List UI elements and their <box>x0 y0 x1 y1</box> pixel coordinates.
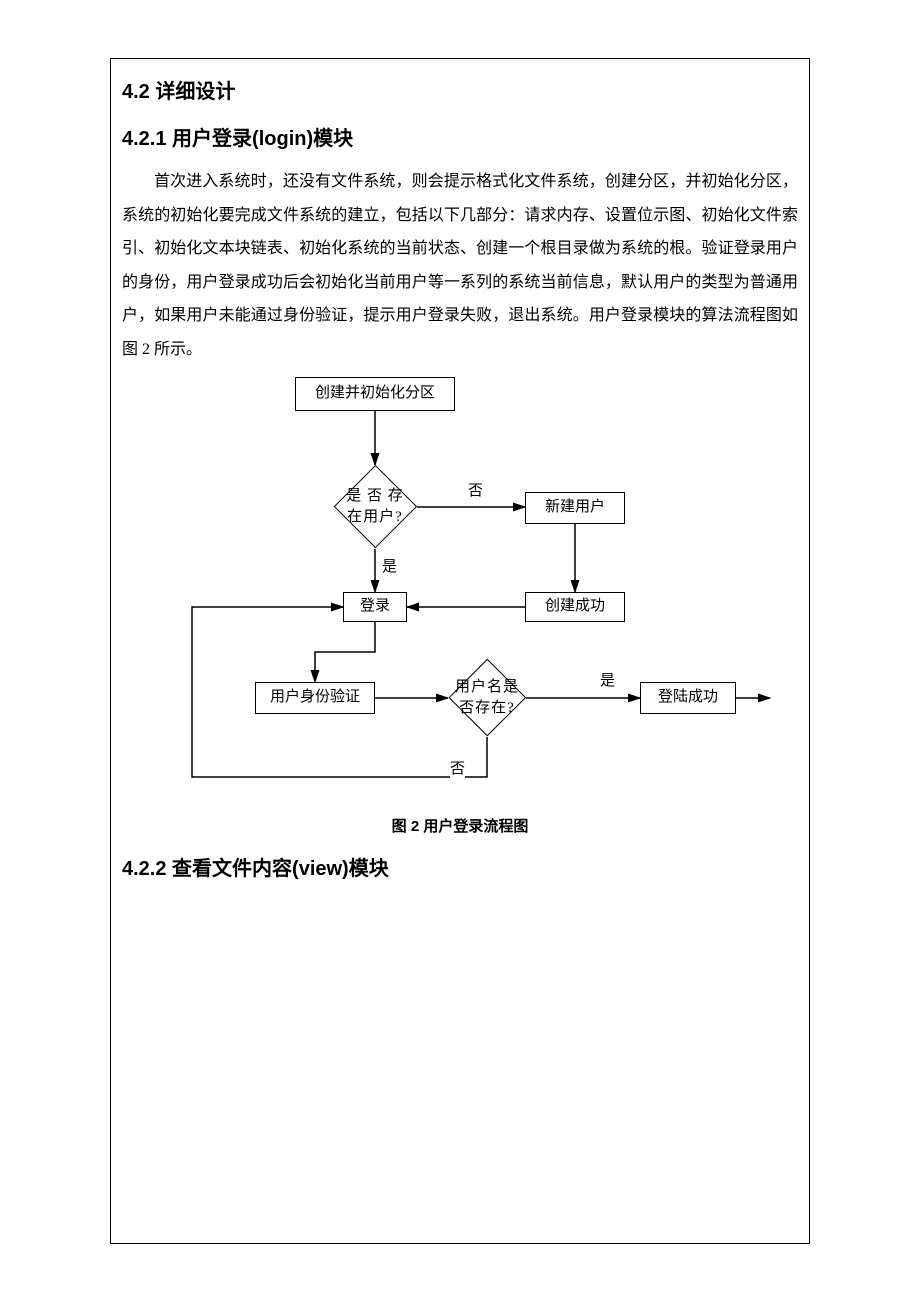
paragraph-login-desc: 首次进入系统时，还没有文件系统，则会提示格式化文件系统，创建分区，并初始化分区，… <box>122 165 798 367</box>
heading-4-2: 4.2 详细设计 <box>122 75 798 104</box>
flowchart-label-yes1: 是 <box>382 555 397 576</box>
flowchart-node-n8: 登陆成功 <box>640 682 736 714</box>
flowchart-node-n5: 创建成功 <box>525 592 625 622</box>
flowchart-node-n1: 创建并初始化分区 <box>295 377 455 411</box>
flowchart-edge-5 <box>315 622 375 682</box>
heading-4-2-1: 4.2.1 用户登录(login)模块 <box>122 122 798 151</box>
flowchart-node-n4: 登录 <box>343 592 407 622</box>
figure-caption: 图 2 用户登录流程图 <box>122 815 798 836</box>
flowchart-node-n7: 用户名是否存在? <box>448 659 526 737</box>
flowchart-label-no1: 否 <box>468 479 483 500</box>
flowchart-label-yes2: 是 <box>600 669 615 690</box>
flowchart-arrows <box>130 377 790 807</box>
flowchart-node-n3: 新建用户 <box>525 492 625 524</box>
heading-4-2-2: 4.2.2 查看文件内容(view)模块 <box>122 852 798 881</box>
flowchart-node-n2: 是 否 存在用户? <box>333 465 417 549</box>
login-flowchart: 创建并初始化分区是 否 存在用户? 新建用户登录 创建成功用户身份验证 用户名是否存在… <box>130 377 790 807</box>
content-area: 4.2 详细设计 4.2.1 用户登录(login)模块 首次进入系统时，还没有… <box>122 75 798 895</box>
flowchart-node-n6: 用户身份验证 <box>255 682 375 714</box>
flowchart-label-no2: 否 <box>450 757 465 778</box>
